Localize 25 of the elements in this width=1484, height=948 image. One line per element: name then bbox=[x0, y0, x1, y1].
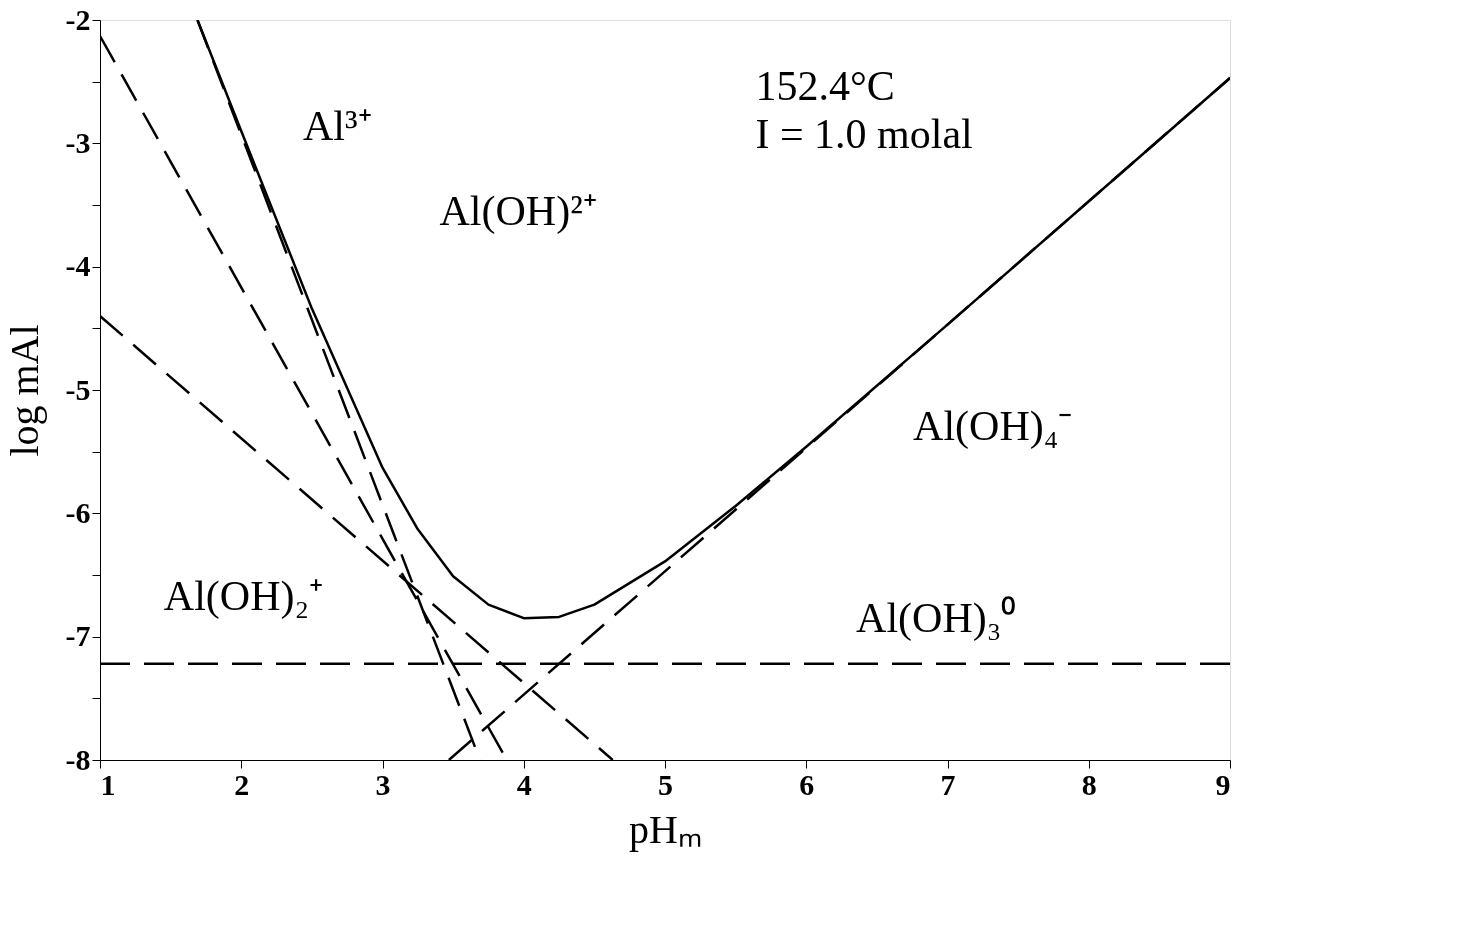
y-tick-label: -8 bbox=[65, 742, 91, 776]
y-tick-label: -7 bbox=[65, 619, 91, 653]
annotation: Al(OH)₂⁺ bbox=[163, 573, 324, 621]
annotation: 152.4°C bbox=[755, 62, 895, 109]
x-tick-label: 4 bbox=[516, 767, 532, 801]
x-tick-label: 6 bbox=[799, 767, 815, 801]
annotation: Al³⁺ bbox=[303, 103, 372, 150]
y-tick-label: -2 bbox=[65, 2, 91, 36]
y-tick-label: -5 bbox=[65, 372, 91, 406]
y-tick-label: -3 bbox=[65, 125, 91, 159]
x-tick-label: 3 bbox=[375, 767, 391, 801]
x-tick-label: 1 bbox=[100, 767, 116, 801]
x-tick-label: 5 bbox=[658, 767, 673, 801]
x-tick-label: 2 bbox=[234, 767, 250, 801]
x-tick-label: 8 bbox=[1081, 767, 1097, 801]
y-axis-title: log mAl bbox=[1, 324, 47, 457]
x-axis-title: pHₘ bbox=[629, 806, 702, 852]
annotation: Al(OH)₃⁰ bbox=[856, 595, 1017, 643]
y-tick-label: -6 bbox=[65, 495, 91, 529]
annotation: Al(OH)²⁺ bbox=[439, 188, 597, 236]
annotation: I = 1.0 molal bbox=[755, 110, 973, 157]
y-tick-label: -4 bbox=[65, 249, 91, 283]
x-tick-label: 7 bbox=[940, 767, 956, 801]
x-tick-label: 9 bbox=[1215, 767, 1231, 801]
annotation: Al(OH)₄⁻ bbox=[913, 403, 1073, 450]
